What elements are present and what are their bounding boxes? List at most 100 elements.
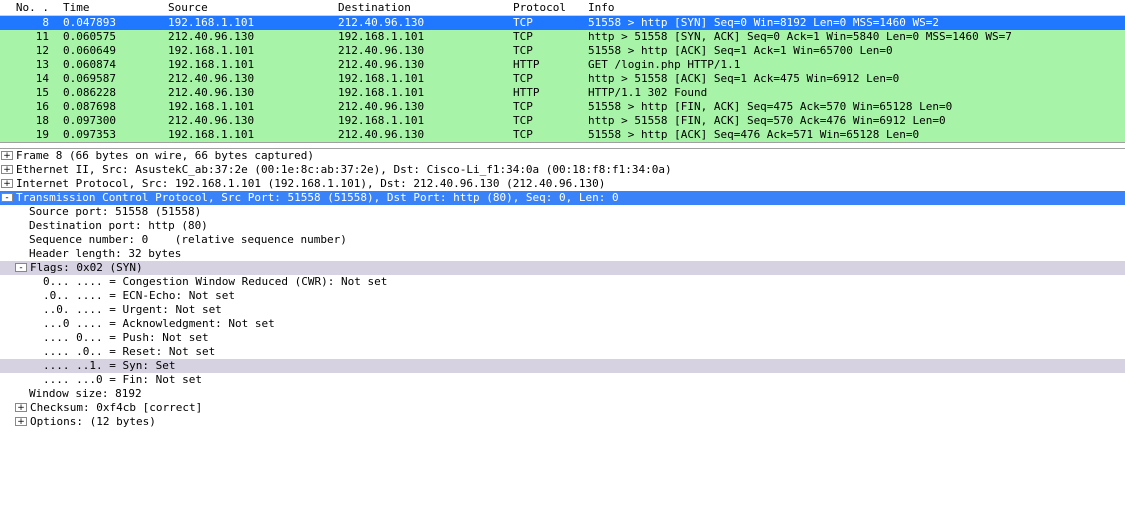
packet-row[interactable]: 150.086228212.40.96.130192.168.1.101HTTP… [0, 86, 1125, 100]
detail-text: .... 0... = Push: Not set [43, 331, 209, 344]
packet-cell-protocol: TCP [505, 30, 580, 44]
detail-line[interactable]: Window size: 8192 [0, 387, 1125, 401]
packet-cell-info: 51558 > http [ACK] Seq=476 Ack=571 Win=6… [580, 128, 1125, 142]
packet-cell-info: 51558 > http [SYN] Seq=0 Win=8192 Len=0 … [580, 16, 1125, 30]
packet-cell-time: 0.060575 [55, 30, 160, 44]
detail-text: ...0 .... = Acknowledgment: Not set [43, 317, 275, 330]
detail-text: .... .0.. = Reset: Not set [43, 345, 215, 358]
detail-line[interactable]: .... ..1. = Syn: Set [0, 359, 1125, 373]
detail-line[interactable]: -Transmission Control Protocol, Src Port… [0, 191, 1125, 205]
col-header-src[interactable]: Source [160, 0, 330, 15]
detail-line[interactable]: Source port: 51558 (51558) [0, 205, 1125, 219]
detail-line[interactable]: .... 0... = Push: Not set [0, 331, 1125, 345]
col-header-info[interactable]: Info [580, 0, 1125, 15]
packet-row[interactable]: 130.060874192.168.1.101212.40.96.130HTTP… [0, 58, 1125, 72]
collapse-icon[interactable]: - [1, 193, 13, 202]
detail-text: Source port: 51558 (51558) [29, 205, 201, 218]
packet-cell-time: 0.069587 [55, 72, 160, 86]
packet-cell-time: 0.060874 [55, 58, 160, 72]
packet-cell-source: 212.40.96.130 [160, 72, 330, 86]
packet-cell-source: 192.168.1.101 [160, 100, 330, 114]
col-header-proto[interactable]: Protocol [505, 0, 580, 15]
pane-splitter[interactable] [0, 142, 1125, 149]
packet-cell-info: http > 51558 [ACK] Seq=1 Ack=475 Win=691… [580, 72, 1125, 86]
packet-cell-time: 0.086228 [55, 86, 160, 100]
packet-cell-protocol: TCP [505, 128, 580, 142]
detail-line[interactable]: +Options: (12 bytes) [0, 415, 1125, 429]
packet-cell-source: 192.168.1.101 [160, 44, 330, 58]
detail-text: 0... .... = Congestion Window Reduced (C… [43, 275, 387, 288]
detail-line[interactable]: ...0 .... = Acknowledgment: Not set [0, 317, 1125, 331]
expand-icon[interactable]: + [15, 403, 27, 412]
packet-cell-source: 212.40.96.130 [160, 86, 330, 100]
packet-row[interactable]: 120.060649192.168.1.101212.40.96.130TCP5… [0, 44, 1125, 58]
expand-icon[interactable]: + [15, 417, 27, 426]
packet-cell-destination: 212.40.96.130 [330, 100, 505, 114]
detail-line[interactable]: -Flags: 0x02 (SYN) [0, 261, 1125, 275]
packet-cell-source: 192.168.1.101 [160, 16, 330, 30]
packet-cell-info: HTTP/1.1 302 Found [580, 86, 1125, 100]
col-header-time[interactable]: Time [55, 0, 160, 15]
packet-cell-destination: 212.40.96.130 [330, 16, 505, 30]
col-header-dst[interactable]: Destination [330, 0, 505, 15]
packet-row[interactable]: 110.060575212.40.96.130192.168.1.101TCPh… [0, 30, 1125, 44]
detail-text: ..0. .... = Urgent: Not set [43, 303, 222, 316]
detail-line[interactable]: ..0. .... = Urgent: Not set [0, 303, 1125, 317]
detail-line[interactable]: Sequence number: 0 (relative sequence nu… [0, 233, 1125, 247]
expand-icon[interactable]: + [1, 165, 13, 174]
packet-row[interactable]: 80.047893192.168.1.101212.40.96.130TCP51… [0, 16, 1125, 30]
detail-line[interactable]: +Ethernet II, Src: AsustekC_ab:37:2e (00… [0, 163, 1125, 177]
packet-details-pane[interactable]: +Frame 8 (66 bytes on wire, 66 bytes cap… [0, 149, 1125, 429]
detail-text: Ethernet II, Src: AsustekC_ab:37:2e (00:… [16, 163, 672, 176]
packet-cell-protocol: HTTP [505, 86, 580, 100]
packet-cell-time: 0.087698 [55, 100, 160, 114]
detail-line[interactable]: +Checksum: 0xf4cb [correct] [0, 401, 1125, 415]
detail-text: Header length: 32 bytes [29, 247, 181, 260]
packet-list-header[interactable]: No. . Time Source Destination Protocol I… [0, 0, 1125, 16]
expand-icon[interactable]: + [1, 179, 13, 188]
packet-cell-destination: 192.168.1.101 [330, 30, 505, 44]
packet-row[interactable]: 180.097300212.40.96.130192.168.1.101TCPh… [0, 114, 1125, 128]
detail-text: Flags: 0x02 (SYN) [30, 261, 143, 274]
detail-line[interactable]: Header length: 32 bytes [0, 247, 1125, 261]
packet-row[interactable]: 140.069587212.40.96.130192.168.1.101TCPh… [0, 72, 1125, 86]
detail-text: Transmission Control Protocol, Src Port:… [16, 191, 619, 204]
detail-line[interactable]: .... .0.. = Reset: Not set [0, 345, 1125, 359]
detail-line[interactable]: +Frame 8 (66 bytes on wire, 66 bytes cap… [0, 149, 1125, 163]
packet-row[interactable]: 190.097353192.168.1.101212.40.96.130TCP5… [0, 128, 1125, 142]
detail-text: .... ..1. = Syn: Set [43, 359, 175, 372]
detail-text: .0.. .... = ECN-Echo: Not set [43, 289, 235, 302]
packet-cell-protocol: TCP [505, 16, 580, 30]
detail-text: Sequence number: 0 (relative sequence nu… [29, 233, 347, 246]
packet-cell-destination: 192.168.1.101 [330, 72, 505, 86]
packet-cell-protocol: TCP [505, 44, 580, 58]
packet-cell-info: http > 51558 [SYN, ACK] Seq=0 Ack=1 Win=… [580, 30, 1125, 44]
packet-cell-no: 18 [0, 114, 55, 128]
packet-cell-info: 51558 > http [ACK] Seq=1 Ack=1 Win=65700… [580, 44, 1125, 58]
packet-cell-source: 212.40.96.130 [160, 114, 330, 128]
packet-cell-no: 12 [0, 44, 55, 58]
packet-row[interactable]: 160.087698192.168.1.101212.40.96.130TCP5… [0, 100, 1125, 114]
packet-cell-protocol: HTTP [505, 58, 580, 72]
packet-cell-no: 13 [0, 58, 55, 72]
packet-cell-protocol: TCP [505, 114, 580, 128]
packet-cell-no: 15 [0, 86, 55, 100]
detail-text: .... ...0 = Fin: Not set [43, 373, 202, 386]
col-header-no[interactable]: No. . [0, 0, 55, 15]
packet-cell-info: http > 51558 [FIN, ACK] Seq=570 Ack=476 … [580, 114, 1125, 128]
packet-list-body[interactable]: 80.047893192.168.1.101212.40.96.130TCP51… [0, 16, 1125, 142]
packet-list-pane[interactable]: No. . Time Source Destination Protocol I… [0, 0, 1125, 142]
detail-line[interactable]: 0... .... = Congestion Window Reduced (C… [0, 275, 1125, 289]
packet-cell-time: 0.097353 [55, 128, 160, 142]
collapse-icon[interactable]: - [15, 263, 27, 272]
detail-line[interactable]: +Internet Protocol, Src: 192.168.1.101 (… [0, 177, 1125, 191]
detail-text: Destination port: http (80) [29, 219, 208, 232]
detail-text: Checksum: 0xf4cb [correct] [30, 401, 202, 414]
packet-cell-time: 0.097300 [55, 114, 160, 128]
detail-line[interactable]: .... ...0 = Fin: Not set [0, 373, 1125, 387]
packet-cell-no: 19 [0, 128, 55, 142]
expand-icon[interactable]: + [1, 151, 13, 160]
detail-line[interactable]: .0.. .... = ECN-Echo: Not set [0, 289, 1125, 303]
detail-line[interactable]: Destination port: http (80) [0, 219, 1125, 233]
packet-cell-source: 192.168.1.101 [160, 58, 330, 72]
